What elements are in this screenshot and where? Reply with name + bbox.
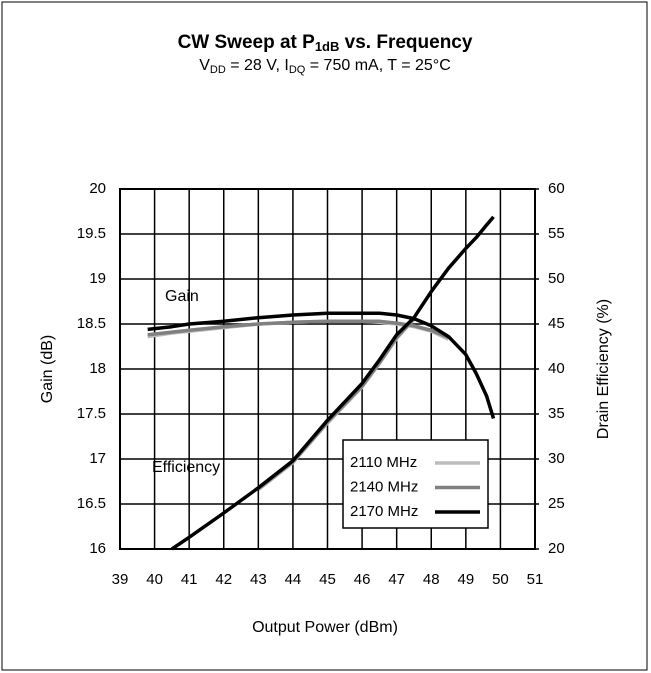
subtitle-part: V	[199, 57, 210, 74]
subtitle-sub: DQ	[289, 64, 306, 76]
x-tick-label: 47	[388, 571, 405, 588]
y-tick-label: 16	[89, 540, 106, 557]
y2-tick-label: 50	[548, 270, 565, 287]
y2-tick-label: 55	[548, 225, 565, 242]
x-tick-label: 41	[181, 571, 198, 588]
y-tick-label: 17	[89, 450, 106, 467]
x-tick-label: 44	[285, 571, 302, 588]
y-tick-label: 17.5	[77, 405, 106, 422]
x-tick-label: 42	[215, 571, 232, 588]
chart-subtitle: VDD = 28 V, IDQ = 750 mA, T = 25°C	[199, 57, 451, 76]
x-tick-label: 46	[354, 571, 371, 588]
x-tick-label: 49	[457, 571, 474, 588]
x-tick-label: 48	[423, 571, 440, 588]
subtitle-part: = 750 mA, T = 25°C	[305, 57, 450, 74]
subtitle-part: = 28 V, I	[226, 57, 289, 74]
y2-tick-label: 40	[548, 360, 565, 377]
subtitle-sub: DD	[210, 64, 226, 76]
x-tick-label: 51	[527, 571, 544, 588]
y2-tick-label: 25	[548, 495, 565, 512]
x-tick-label: 40	[146, 571, 163, 588]
y-tick-label: 19	[89, 270, 106, 287]
title-part: vs. Frequency	[339, 32, 472, 53]
legend-label: 2110 MHz	[350, 454, 417, 471]
y-axis-label: Gain (dB)	[39, 335, 56, 403]
chart-title: CW Sweep at P1dB vs. Frequency	[178, 32, 473, 54]
plot-border	[119, 188, 536, 550]
y2-tick-label: 45	[548, 315, 565, 332]
annotation: Gain	[165, 288, 199, 305]
y2-tick-label: 20	[548, 540, 565, 557]
x-axis-label: Output Power (dBm)	[252, 619, 398, 636]
y2-axis-label: Drain Efficiency (%)	[595, 299, 612, 439]
title-sub: 1dB	[315, 39, 340, 54]
x-tick-label: 39	[112, 571, 129, 588]
y2-tick-label: 35	[548, 405, 565, 422]
legend-label: 2170 MHz	[350, 503, 418, 520]
y-tick-label: 18	[89, 360, 106, 377]
x-tick-label: 43	[250, 571, 267, 588]
x-tick-label: 45	[319, 571, 336, 588]
title-part: CW Sweep at P	[178, 32, 316, 53]
y-tick-label: 16.5	[77, 495, 106, 512]
annotation: Efficiency	[152, 459, 220, 476]
gain-line	[147, 311, 496, 420]
y2-tick-label: 60	[548, 180, 565, 197]
efficiency-line	[170, 215, 495, 551]
y-tick-label: 20	[89, 180, 106, 197]
gain-line	[147, 319, 450, 340]
x-tick-label: 50	[492, 571, 509, 588]
y-tick-label: 18.5	[77, 315, 106, 332]
y2-tick-label: 30	[548, 450, 565, 467]
legend-label: 2140 MHz	[350, 478, 418, 495]
y-tick-label: 19.5	[77, 225, 106, 242]
